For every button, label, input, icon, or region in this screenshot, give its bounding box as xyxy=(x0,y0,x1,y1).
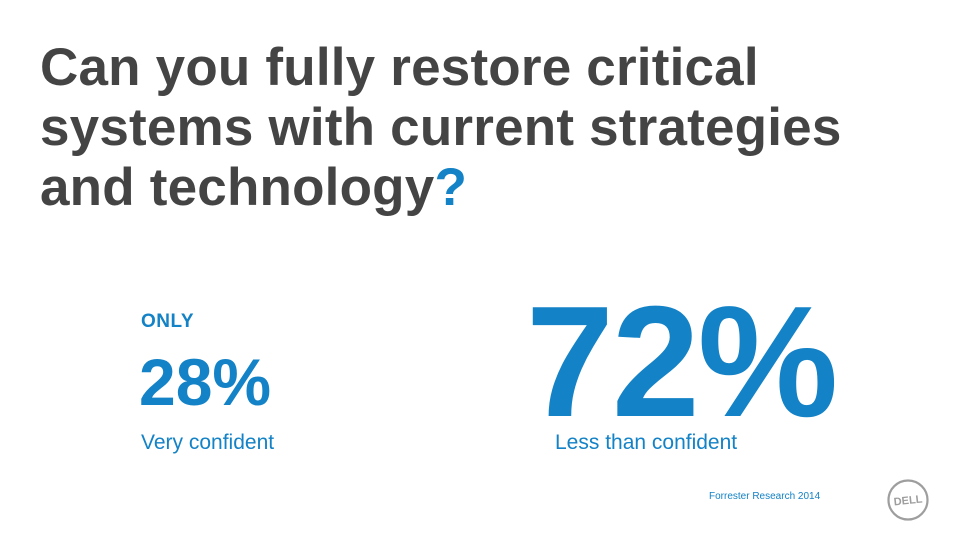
right-stat-value: 72% xyxy=(526,274,838,450)
dell-logo-icon: DELL xyxy=(886,478,930,522)
left-stat-prefix: ONLY xyxy=(141,311,195,332)
slide-title-question-mark: ? xyxy=(434,158,468,217)
left-stat-value: 28% xyxy=(139,345,272,419)
source-citation: Forrester Research 2014 xyxy=(709,491,821,502)
right-stat-label: Less than confident xyxy=(555,431,738,454)
slide-title: Can you fully restore critical systems w… xyxy=(40,38,940,218)
dell-logo-text: DELL xyxy=(893,493,923,508)
left-stat-label: Very confident xyxy=(141,431,275,454)
slide-title-text: Can you fully restore critical systems w… xyxy=(40,38,842,217)
